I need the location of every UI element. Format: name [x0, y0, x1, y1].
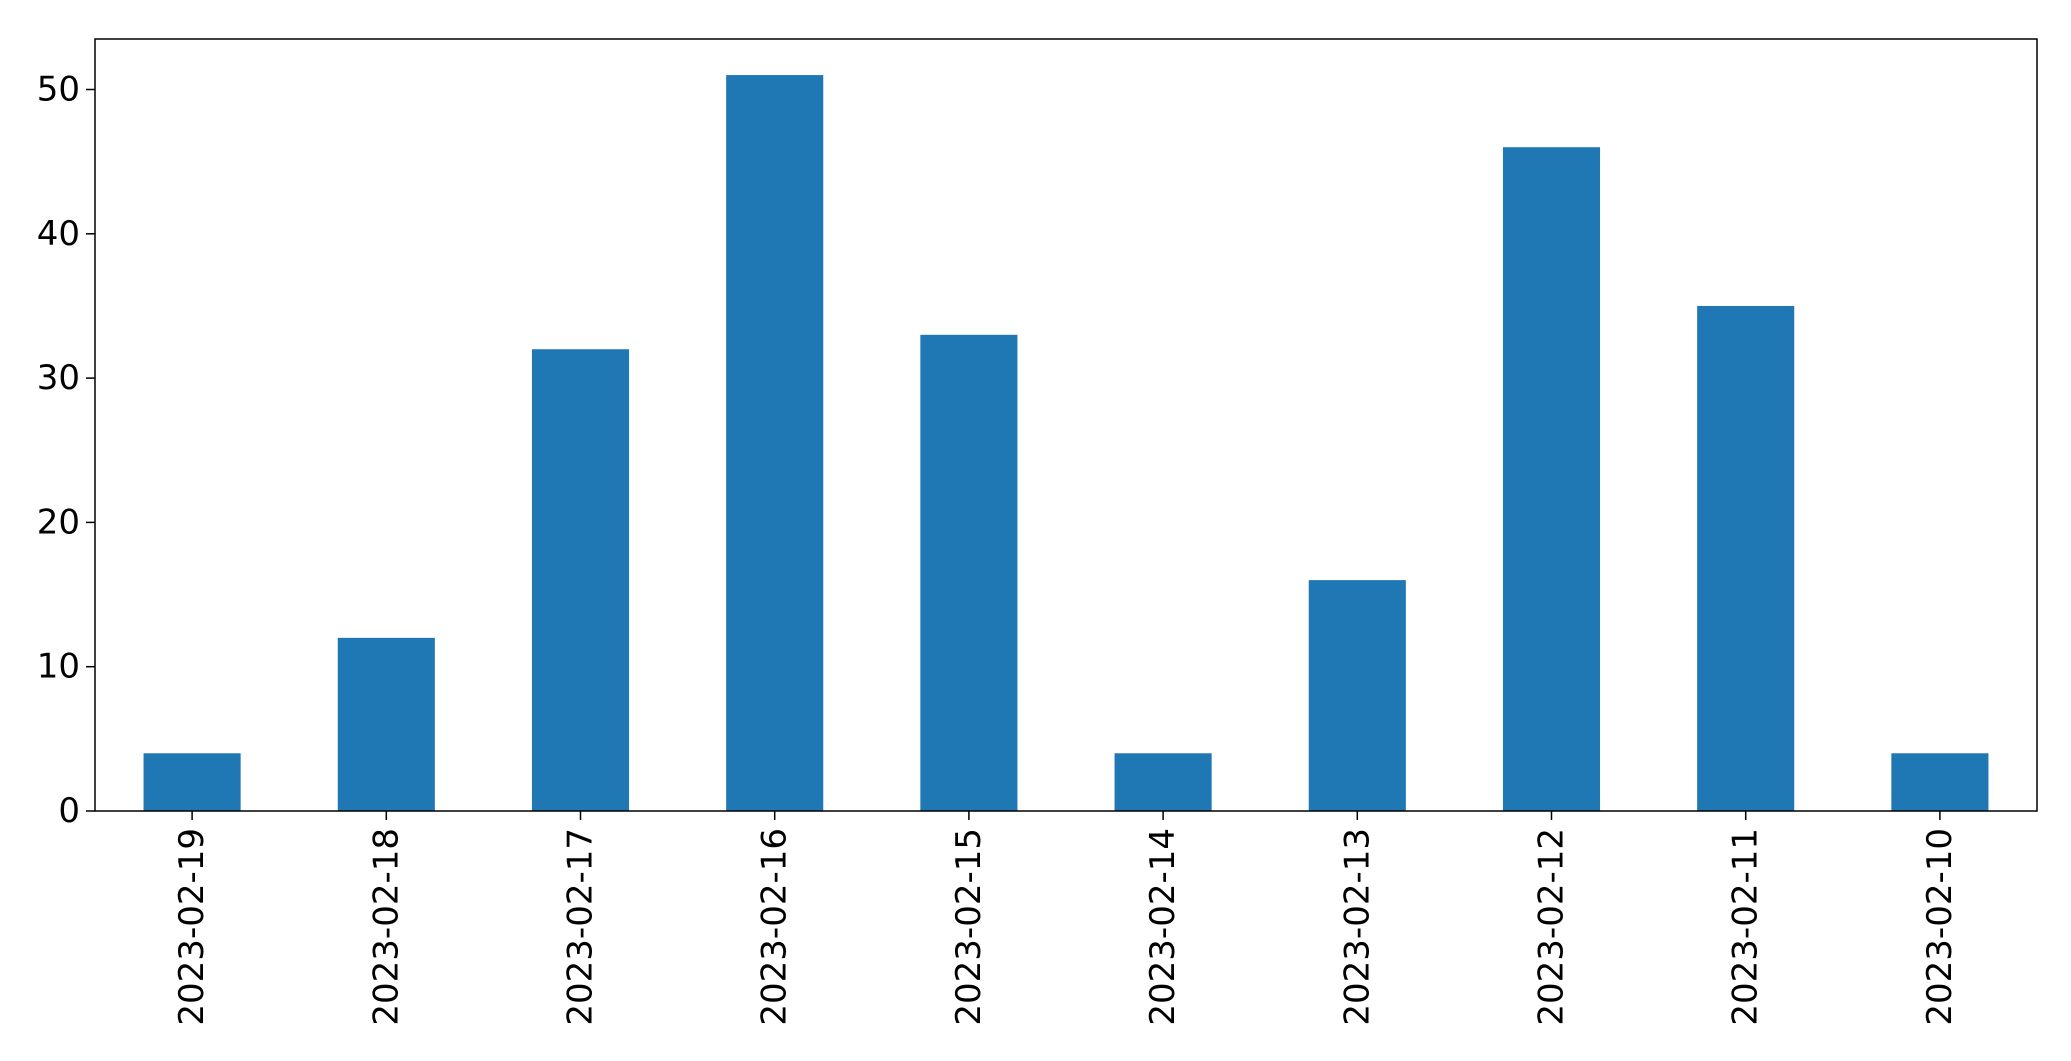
x-tick-label: 2023-02-16	[755, 828, 795, 1026]
y-axis: 0 10 20 30 40 50	[37, 70, 95, 831]
y-tick-label: 20	[37, 502, 80, 542]
bar-2023-02-15	[920, 334, 1018, 811]
x-tick-label: 2023-02-10	[1920, 828, 1960, 1026]
x-tick-label: 2023-02-12	[1532, 828, 1572, 1026]
x-tick-label: 2023-02-15	[949, 828, 989, 1026]
x-tick-label: 2023-02-18	[366, 828, 406, 1026]
bar-2023-02-19	[143, 753, 241, 811]
x-tick-label: 2023-02-14	[1143, 828, 1183, 1026]
x-tick-label: 2023-02-17	[561, 828, 601, 1026]
bar-2023-02-13	[1308, 580, 1406, 811]
x-axis: 2023-02-19 2023-02-18 2023-02-17 2023-02-16…	[172, 811, 1960, 1026]
bar-2023-02-17	[531, 349, 630, 811]
bar-2023-02-18	[337, 637, 435, 811]
x-tick-label: 2023-02-11	[1726, 828, 1766, 1026]
bars-group	[143, 75, 1989, 812]
bar-2023-02-10	[1891, 753, 1989, 811]
y-tick-label: 40	[37, 214, 80, 254]
bar-2023-02-16	[726, 75, 824, 811]
y-tick-label: 10	[37, 647, 80, 687]
bar-2023-02-14	[1114, 753, 1212, 811]
y-tick-label: 30	[37, 358, 80, 398]
plot-frame	[94, 38, 2038, 812]
bar-2023-02-11	[1697, 305, 1795, 811]
x-tick-label: 2023-02-19	[172, 828, 212, 1026]
y-tick-label: 50	[37, 70, 80, 110]
bar-2023-02-12	[1502, 147, 1601, 812]
y-tick-label: 0	[58, 791, 80, 831]
x-tick-label: 2023-02-13	[1337, 828, 1377, 1026]
